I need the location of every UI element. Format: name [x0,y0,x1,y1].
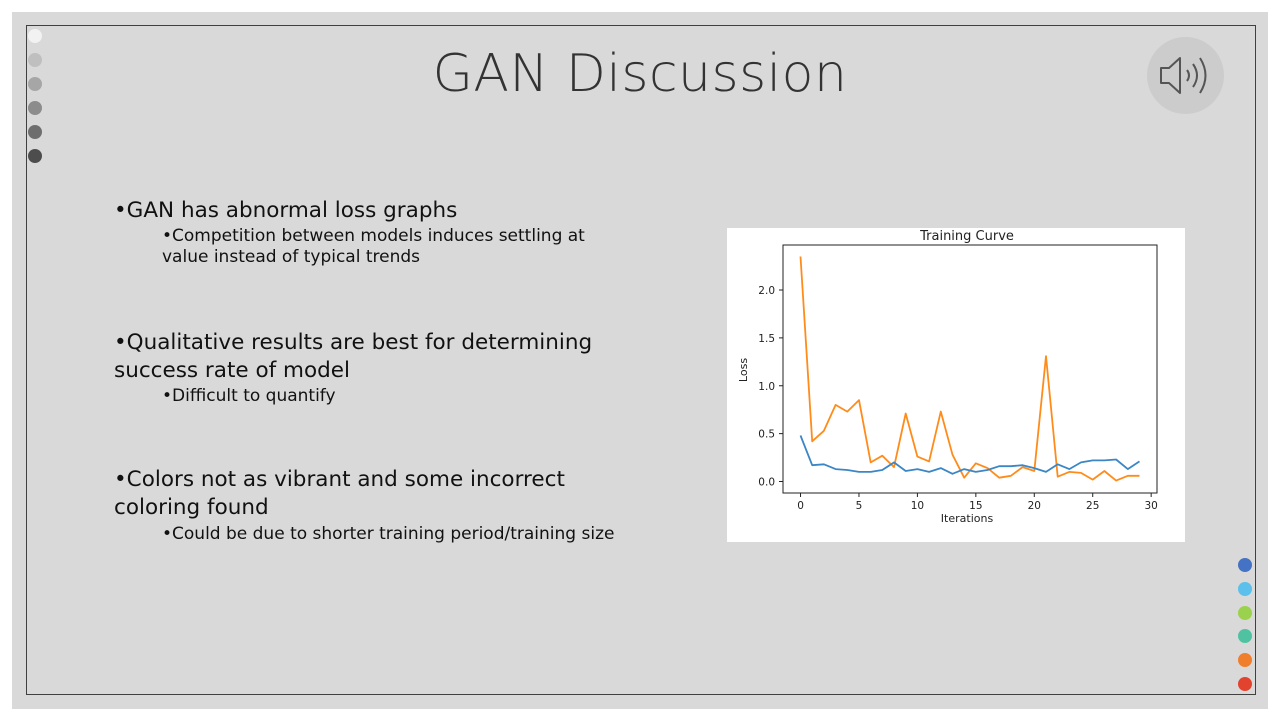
y-tick-label: 1.0 [758,381,775,393]
left-dot [28,76,42,91]
y-tick-label: 1.5 [758,333,775,345]
sub-bullet-1: •Competition between models induces sett… [162,226,585,267]
chart-axes: 0 5 10 15 20 25 30 0.0 0.5 1.0 1.5 2.0 [758,285,1158,512]
x-tick-label: 20 [1028,500,1041,512]
speaker-button[interactable] [1147,37,1224,114]
chart-lines [799,256,1140,482]
right-dot [1238,558,1252,572]
y-tick-label: 0.0 [758,477,775,489]
chart-plot-area [782,244,1158,494]
x-tick-label: 30 [1144,500,1157,512]
right-dot [1238,605,1252,620]
sub-bullet-3: •Could be due to shorter training period… [162,524,615,544]
bullet-1: •GAN has abnormal loss graphs [114,198,458,223]
left-dot [28,29,42,43]
x-tick-label: 15 [969,500,982,512]
x-tick-label: 25 [1086,500,1099,512]
right-dot [1238,629,1252,644]
chart-svg: Training Curve Iterations Loss 0 5 10 15 20 2… [737,229,1158,525]
bullet-2: •Qualitative results are best for determ… [114,330,593,383]
left-dot [28,124,42,139]
right-dot [1238,653,1252,668]
right-dot [1238,581,1252,596]
speaker-volume-icon [1160,57,1207,94]
y-tick-label: 2.0 [758,285,775,297]
x-tick-label: 5 [856,500,863,512]
left-dot [28,52,42,67]
left-dot [28,100,42,115]
chart-title: Training Curve [919,229,1014,244]
left-dot [28,148,42,163]
chart-xlabel: Iterations [941,512,994,525]
bullet-3: •Colors not as vibrant and some incorrec… [114,467,565,520]
series-line-2 [799,435,1140,475]
x-tick-label: 0 [797,500,804,512]
slide-frame [26,25,1256,695]
y-tick-label: 0.5 [758,429,775,441]
series-line-1 [799,256,1140,482]
slide-title: GAN Discussion [432,44,848,104]
right-dot [1238,677,1252,691]
training-curve-chart: Training Curve Iterations Loss 0 5 10 15 20 2… [727,228,1185,542]
x-tick-label: 10 [911,500,924,512]
sub-bullet-2: •Difficult to quantify [162,386,336,406]
chart-ylabel: Loss [737,358,750,382]
